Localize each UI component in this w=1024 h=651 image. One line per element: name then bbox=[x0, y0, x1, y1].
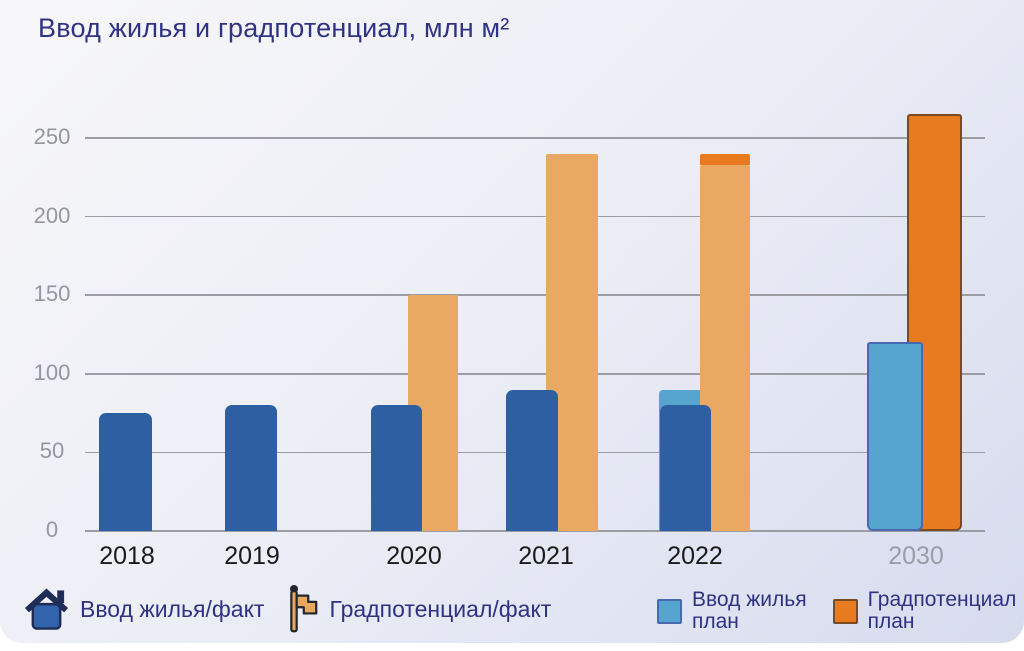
gridline-100 bbox=[85, 373, 985, 375]
legend-label-gradpotential-fact: Градпотенциал/факт bbox=[329, 595, 552, 622]
x-label-2022: 2022 bbox=[667, 542, 723, 570]
house-icon bbox=[24, 587, 69, 631]
y-tick-label-100: 100 bbox=[33, 359, 71, 385]
x-label-2020: 2020 bbox=[386, 542, 442, 570]
x-label-2019: 2019 bbox=[224, 542, 280, 570]
bar-2030-housing-plan bbox=[867, 342, 923, 531]
bar-2018-housing-fact bbox=[99, 413, 152, 531]
gridline-250 bbox=[85, 137, 985, 139]
bar-2019-housing-fact bbox=[225, 405, 277, 531]
gridline-150 bbox=[85, 294, 985, 296]
legend-item-gradpotential-plan: Градпотенциал план bbox=[832, 588, 1017, 633]
bar-2022-gradpotential-plan-cap bbox=[700, 153, 750, 165]
x-label-2030: 2030 bbox=[888, 542, 944, 570]
legend-label-gradpotential-plan: Градпотенциал план bbox=[867, 588, 1017, 633]
legend-item-housing-plan: Ввод жилья план bbox=[657, 589, 807, 633]
gradpotential-plan-swatch bbox=[832, 598, 858, 624]
legend-label-housing-fact: Ввод жилья/факт bbox=[80, 595, 265, 622]
y-tick-label-250: 250 bbox=[33, 124, 71, 149]
bar-2021-housing-fact bbox=[506, 389, 558, 531]
bar-2022-housing-fact bbox=[660, 405, 711, 531]
housing-plan-swatch bbox=[657, 598, 682, 624]
legend-plan: Ввод жилья план Градпотенциал план bbox=[657, 586, 1024, 636]
y-tick-label-50: 50 bbox=[39, 438, 65, 464]
gridline-0 bbox=[85, 530, 985, 532]
y-tick-label-150: 150 bbox=[33, 281, 71, 307]
legend-fact: Ввод жилья/факт Градпотенциал/факт bbox=[24, 584, 573, 634]
bar-2020-housing-fact bbox=[371, 405, 422, 531]
y-tick-label-200: 200 bbox=[33, 202, 71, 228]
x-label-2018: 2018 bbox=[99, 542, 155, 570]
y-tick-label-0: 0 bbox=[45, 517, 59, 542]
chart-title: Ввод жилья и градпотенциал, млн м² bbox=[38, 13, 510, 43]
x-label-2021: 2021 bbox=[518, 542, 574, 570]
legend-label-housing-plan: Ввод жилья план bbox=[692, 588, 807, 633]
gridline-200 bbox=[85, 215, 985, 218]
flag-icon bbox=[286, 584, 318, 634]
